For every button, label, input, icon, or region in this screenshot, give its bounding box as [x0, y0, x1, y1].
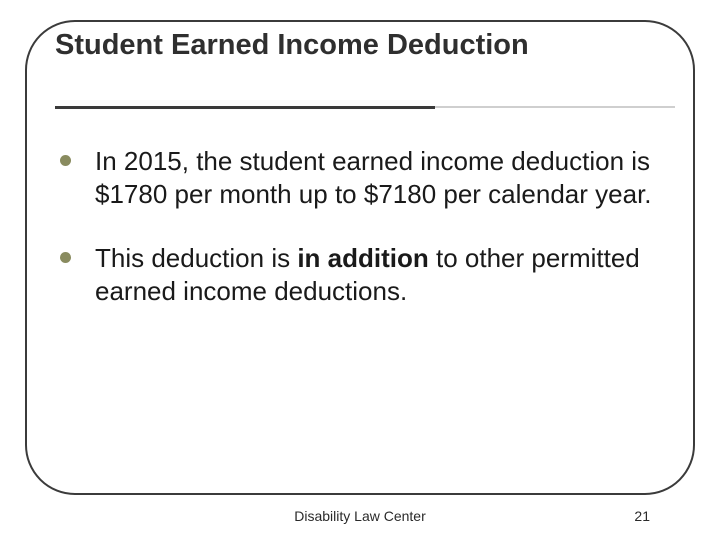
slide-title: Student Earned Income Deduction: [55, 28, 660, 63]
title-underline-dark: [55, 106, 435, 109]
bullet-text: This deduction is in addition to other p…: [95, 242, 665, 307]
bullet-list: In 2015, the student earned income deduc…: [60, 145, 665, 339]
list-item: In 2015, the student earned income deduc…: [60, 145, 665, 210]
page-number: 21: [634, 508, 650, 524]
footer-text: Disability Law Center: [0, 508, 720, 524]
title-underline-light: [435, 106, 675, 108]
list-item: This deduction is in addition to other p…: [60, 242, 665, 307]
bullet-text: In 2015, the student earned income deduc…: [95, 145, 665, 210]
bullet-icon: [60, 252, 71, 263]
bullet-icon: [60, 155, 71, 166]
